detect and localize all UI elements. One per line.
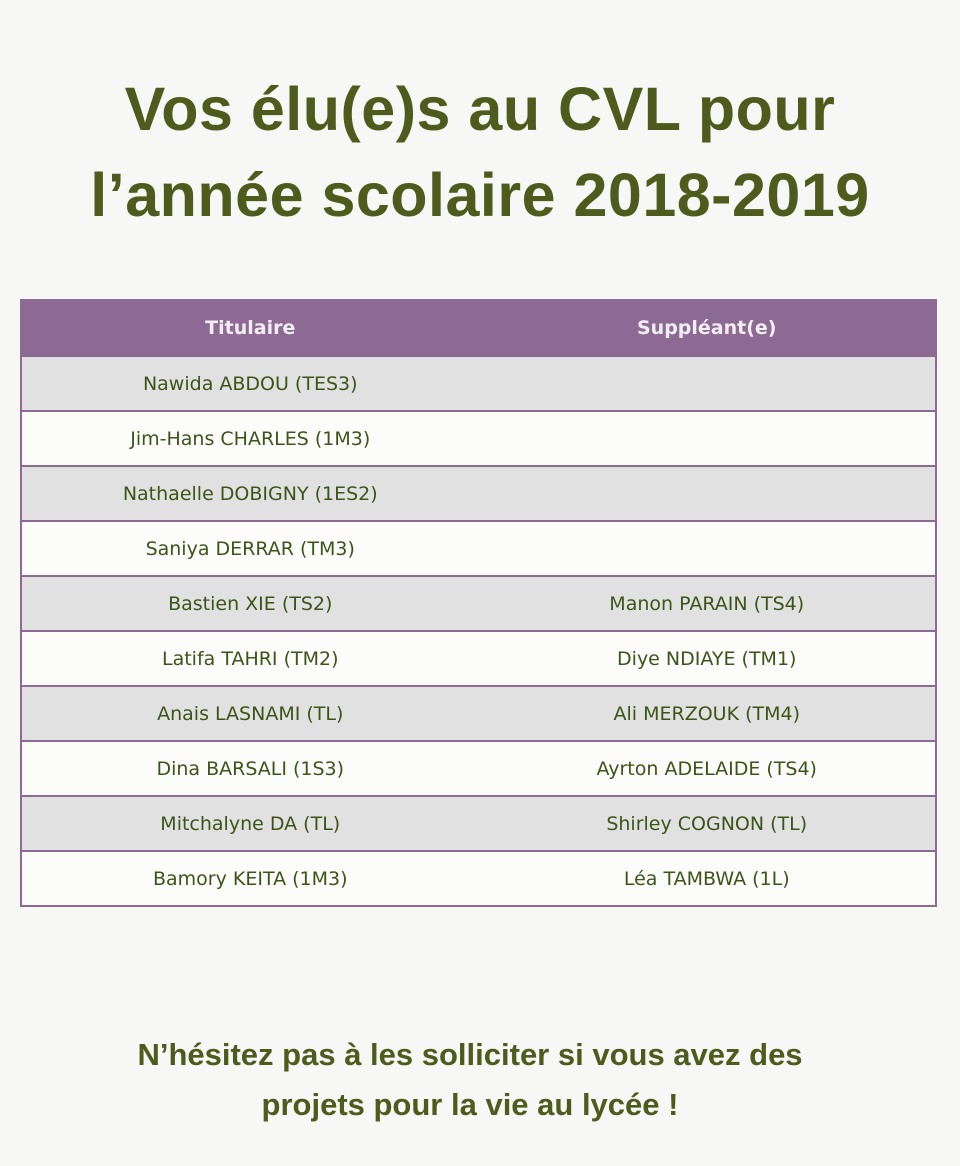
table-header-row: Titulaire Suppléant(e) [21,300,936,356]
header-suppleant: Suppléant(e) [478,300,936,356]
footer-message: N’hésitez pas à les solliciter si vous a… [0,1030,940,1130]
table-row: Bastien XIE (TS2) Manon PARAIN (TS4) [21,575,936,631]
cell-suppleant: Léa TAMBWA (1L) [478,850,936,906]
cell-suppleant: Shirley COGNON (TL) [478,795,936,851]
table-row: Mitchalyne DA (TL) Shirley COGNON (TL) [21,795,936,851]
table-row: Nawida ABDOU (TES3) [21,355,936,411]
table-row: Latifa TAHRI (TM2) Diye NDIAYE (TM1) [21,630,936,686]
cell-titulaire: Nathaelle DOBIGNY (1ES2) [21,465,479,521]
table-row: Anais LASNAMI (TL) Ali MERZOUK (TM4) [21,685,936,741]
table-row: Saniya DERRAR (TM3) [21,520,936,576]
cell-suppleant: Ali MERZOUK (TM4) [478,685,936,741]
table-row: Nathaelle DOBIGNY (1ES2) [21,465,936,521]
footer-line-1: N’hésitez pas à les solliciter si vous a… [137,1037,803,1072]
cell-titulaire: Anais LASNAMI (TL) [21,685,479,741]
page-title: Vos élu(e)s au CVL pour l’année scolaire… [0,66,960,238]
cell-titulaire: Jim-Hans CHARLES (1M3) [21,410,479,466]
table-row: Jim-Hans CHARLES (1M3) [21,410,936,466]
header-titulaire: Titulaire [21,300,479,356]
cell-suppleant: Ayrton ADELAIDE (TS4) [478,740,936,796]
cell-suppleant: Manon PARAIN (TS4) [478,575,936,631]
cell-suppleant [478,520,936,576]
cell-titulaire: Dina BARSALI (1S3) [21,740,479,796]
cell-titulaire: Bastien XIE (TS2) [21,575,479,631]
title-line-2: l’année scolaire 2018-2019 [90,161,870,229]
cell-titulaire: Mitchalyne DA (TL) [21,795,479,851]
table-row: Dina BARSALI (1S3) Ayrton ADELAIDE (TS4) [21,740,936,796]
title-line-1: Vos élu(e)s au CVL pour [124,75,836,143]
cell-suppleant [478,410,936,466]
cell-suppleant [478,355,936,411]
elected-table: Titulaire Suppléant(e) Nawida ABDOU (TES… [20,299,937,907]
cell-suppleant: Diye NDIAYE (TM1) [478,630,936,686]
cell-titulaire: Latifa TAHRI (TM2) [21,630,479,686]
cell-titulaire: Bamory KEITA (1M3) [21,850,479,906]
cell-titulaire: Saniya DERRAR (TM3) [21,520,479,576]
cell-titulaire: Nawida ABDOU (TES3) [21,355,479,411]
table-row: Bamory KEITA (1M3) Léa TAMBWA (1L) [21,850,936,906]
footer-line-2: projets pour la vie au lycée ! [261,1087,679,1122]
cell-suppleant [478,465,936,521]
